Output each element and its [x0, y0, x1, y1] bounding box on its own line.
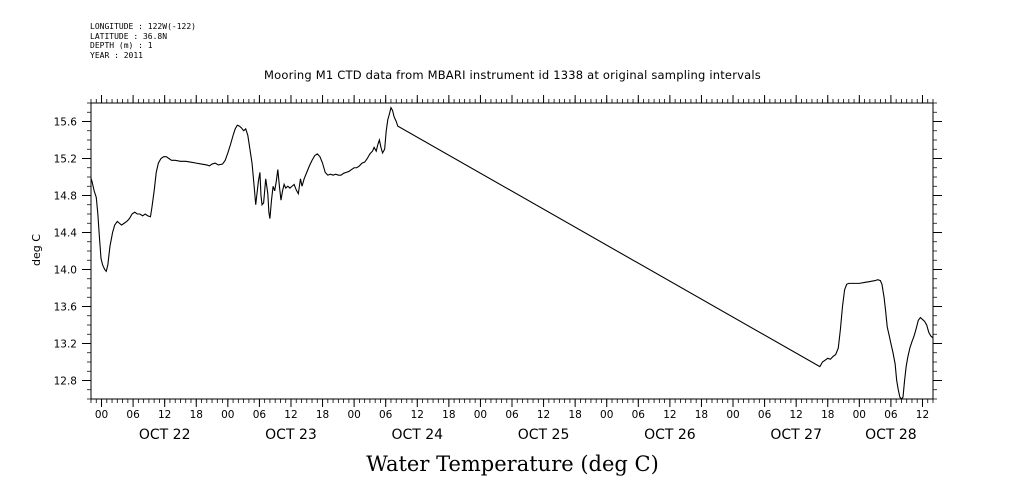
y-tick-label: 15.2 [54, 154, 77, 166]
chart-axes: 00 06 12 18 00 06 12 18 00 06 12 18 00 06 12 18 00 06 12 18… [54, 95, 942, 443]
x-tick-label: 18 [316, 409, 329, 421]
year-label: YEAR : 2011 [90, 50, 143, 60]
x-tick-label: 12 [537, 409, 550, 421]
x-tick-label: 18 [821, 409, 834, 421]
x-tick-label: 00 [600, 409, 613, 421]
y-tick-label: 13.2 [54, 339, 77, 351]
x-tick-label: 06 [632, 409, 646, 421]
x-tick-label: 06 [126, 409, 140, 421]
x-tick-label: 18 [568, 409, 581, 421]
depth-label: DEPTH (m) : 1 [90, 41, 153, 50]
x-tick-label: 12 [916, 409, 929, 421]
x-tick-label: 06 [884, 409, 898, 421]
x-day-label: OCT 28 [865, 427, 917, 443]
x-tick-label: 06 [505, 409, 519, 421]
y-tick-label: 14.8 [54, 191, 77, 203]
x-tick-label: 06 [758, 409, 772, 421]
y-minor-ticks [87, 102, 937, 400]
x-tick-label: 12 [158, 409, 171, 421]
x-tick-label: 12 [411, 409, 424, 421]
x-day-label: OCT 26 [644, 427, 696, 443]
y-tick-label: 15.6 [54, 117, 78, 129]
x-tick-label: 00 [347, 409, 360, 421]
x-minor-ticks [90, 99, 934, 403]
x-tick-label: 18 [695, 409, 708, 421]
y-tick-label: 14.4 [54, 228, 78, 240]
y-tick-label: 12.8 [54, 376, 77, 388]
x-tick-label: 06 [253, 409, 267, 421]
x-tick-label: 12 [789, 409, 802, 421]
x-tick-label: 00 [726, 409, 739, 421]
temperature-series-line [91, 106, 933, 399]
y-tick-label: 14.0 [54, 265, 77, 277]
x-day-label: OCT 23 [265, 427, 317, 443]
x-tick-label: 00 [853, 409, 866, 421]
x-tick-label: 12 [284, 409, 297, 421]
x-tick-label: 00 [474, 409, 487, 421]
x-tick-label: 06 [379, 409, 393, 421]
y-axis-label: deg C [30, 234, 43, 266]
x-tick-label: 00 [221, 409, 234, 421]
x-tick-label: 18 [190, 409, 203, 421]
x-tick-label: 00 [95, 409, 108, 421]
x-tick-label: 12 [663, 409, 676, 421]
x-day-label: OCT 27 [770, 427, 822, 443]
latitude-label: LATITUDE : 36.8N [90, 31, 168, 41]
plot-frame [90, 102, 934, 400]
y-tick-label: 13.6 [54, 302, 78, 314]
x-tick-label: 18 [442, 409, 455, 421]
x-day-label: OCT 25 [518, 427, 570, 443]
chart-series [91, 106, 933, 399]
chart-title: Mooring M1 CTD data from MBARI instrumen… [264, 68, 761, 82]
longitude-label: LONGITUDE : 122W(-122) [90, 22, 196, 31]
x-day-label: OCT 24 [391, 427, 443, 443]
metadata-block: LONGITUDE : 122W(-122) LATITUDE : 36.8N … [90, 22, 196, 60]
x-day-label: OCT 22 [139, 427, 191, 443]
x-axis-title: Water Temperature (deg C) [366, 452, 659, 476]
